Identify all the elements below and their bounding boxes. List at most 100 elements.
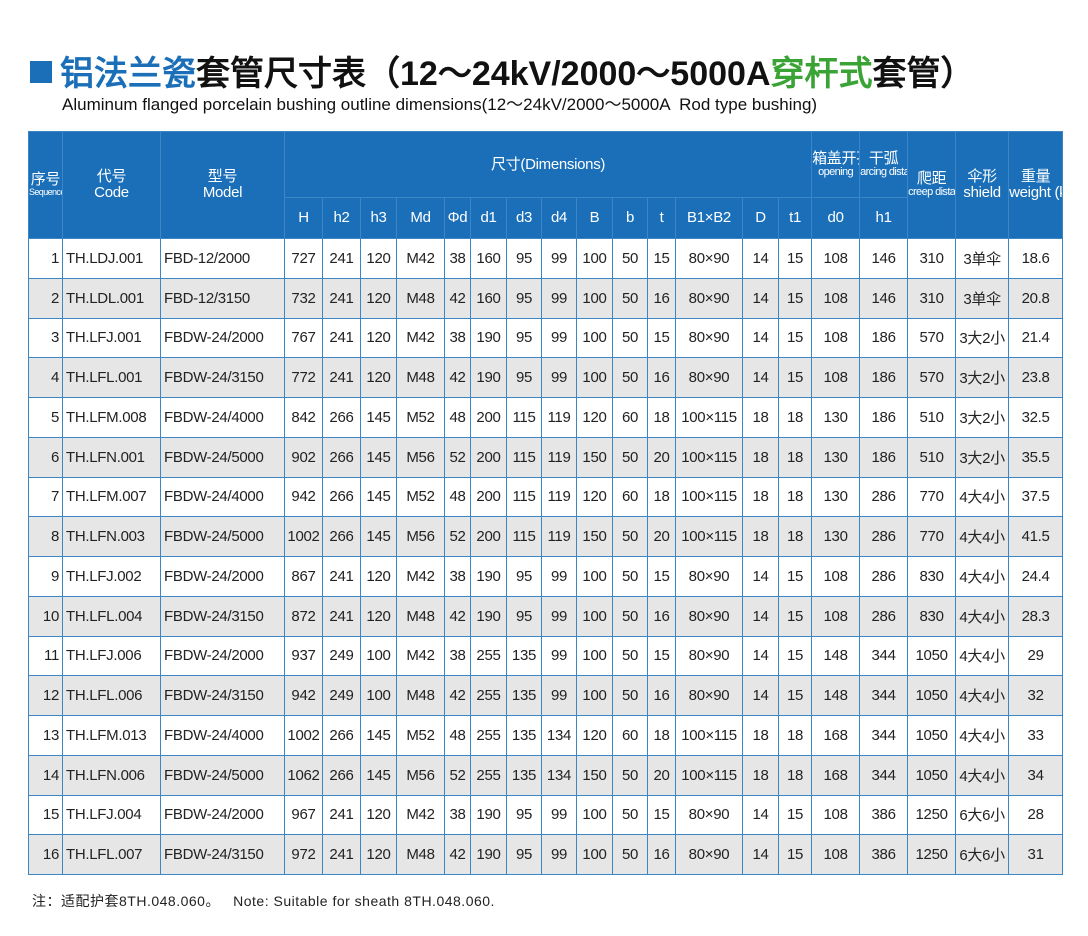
table-cell: 10 [28, 595, 63, 637]
table-cell: M52 [396, 715, 445, 756]
table-cell: 18 [647, 476, 676, 518]
table-cell: 767 [284, 317, 323, 359]
table-cell: 80×90 [675, 595, 743, 637]
table-cell: 15 [777, 834, 813, 875]
table-cell: 29 [1008, 635, 1064, 677]
table-cell: 570 [907, 357, 957, 398]
table-cell: 5 [28, 397, 63, 438]
table-cell: 50 [612, 595, 648, 637]
table-cell: 15 [647, 556, 676, 597]
table-cell: 100 [576, 635, 613, 677]
table-cell: FBDW-24/4000 [160, 715, 285, 756]
table-cell: 100×115 [675, 715, 743, 756]
table-cell: FBDW-24/5000 [160, 436, 285, 478]
table-cell: 190 [470, 357, 507, 398]
table-cell: 1062 [284, 754, 323, 796]
table-cell: FBDW-24/5000 [160, 516, 285, 557]
table-cell: 3单伞 [955, 277, 1010, 319]
table-cell: FBDW-24/2000 [160, 794, 285, 836]
table-cell: 7 [28, 476, 63, 518]
table-cell: 18.6 [1008, 238, 1064, 279]
table-cell: 18 [742, 436, 779, 478]
table-row: 13 TH.LFM.013 FBDW-24/4000 1002 266 145 M52 48 2… [28, 715, 1064, 756]
table-cell: 12 [28, 675, 63, 716]
table-cell: 115 [506, 476, 542, 518]
table-cell: 168 [811, 754, 861, 796]
note-zh: 注：适配护套8TH.048.060。 [32, 893, 220, 909]
table-cell: 1250 [907, 834, 957, 875]
table-cell: 4 [28, 357, 63, 398]
table-cell: 120 [576, 715, 613, 756]
table-cell: TH.LFJ.004 [62, 794, 161, 836]
table-cell: 80×90 [675, 635, 743, 677]
table-cell: 50 [612, 834, 648, 875]
table-cell: 99 [541, 635, 577, 677]
table-cell: 286 [859, 595, 909, 637]
table-cell: 48 [444, 397, 471, 438]
table-cell: 52 [444, 754, 471, 796]
table-cell: 28.3 [1008, 595, 1064, 637]
table-cell: 3大2小 [955, 317, 1010, 359]
table-cell: 1002 [284, 516, 323, 557]
table-cell: 120 [360, 357, 397, 398]
table-cell: 135 [506, 635, 542, 677]
header-cell: d3 [506, 197, 542, 239]
table-cell: 286 [859, 516, 909, 557]
table-row: 15 TH.LFJ.004 FBDW-24/2000 967 241 120 M42 38 19… [28, 794, 1064, 836]
table-cell: 95 [506, 317, 542, 359]
table-cell: 8 [28, 516, 63, 557]
table-cell: 120 [360, 317, 397, 359]
header-zh: 伞形 [967, 168, 997, 186]
header-cell: Φd [444, 197, 471, 239]
table-cell: 108 [811, 556, 861, 597]
table-cell: 80×90 [675, 794, 743, 836]
table-cell: TH.LFM.013 [62, 715, 161, 756]
table-cell: 160 [470, 238, 507, 279]
table-cell: 42 [444, 834, 471, 875]
header-cell: t1 [777, 197, 813, 239]
table-cell: 100×115 [675, 436, 743, 478]
table-cell: 33 [1008, 715, 1064, 756]
table-cell: 241 [322, 357, 361, 398]
table-cell: 95 [506, 357, 542, 398]
table-row: 12 TH.LFL.006 FBDW-24/3150 942 249 100 M48 42 25… [28, 675, 1064, 716]
table-cell: M56 [396, 436, 445, 478]
table-cell: 18 [777, 516, 813, 557]
table-row: 10 TH.LFL.004 FBDW-24/3150 872 241 120 M48 42 19… [28, 595, 1064, 637]
table-cell: 38 [444, 794, 471, 836]
table-cell: 119 [541, 516, 577, 557]
title-marker [30, 61, 52, 83]
table-cell: 18 [647, 715, 676, 756]
table-cell: 20 [647, 436, 676, 478]
table-cell: M42 [396, 794, 445, 836]
table-cell: 48 [444, 715, 471, 756]
table-cell: 16 [647, 357, 676, 398]
table-cell: 32 [1008, 675, 1064, 716]
table-row: 11 TH.LFJ.006 FBDW-24/2000 937 249 100 M42 38 25… [28, 635, 1064, 677]
table-cell: 134 [541, 754, 577, 796]
table-cell: 120 [360, 556, 397, 597]
table-cell: 241 [322, 595, 361, 637]
table-cell: 120 [360, 834, 397, 875]
table-cell: 145 [360, 516, 397, 557]
table-cell: 135 [506, 675, 542, 716]
table-cell: 14 [742, 277, 779, 319]
table-cell: 150 [576, 754, 613, 796]
table-cell: 3大2小 [955, 397, 1010, 438]
table-cell: M42 [396, 556, 445, 597]
table-cell: 14 [742, 317, 779, 359]
table-cell: 1050 [907, 675, 957, 716]
table-cell: 937 [284, 635, 323, 677]
table-cell: M52 [396, 397, 445, 438]
table-cell: 15 [647, 794, 676, 836]
header-zh: 代号 [96, 168, 127, 186]
table-cell: 14 [742, 635, 779, 677]
title-part: 套管） [872, 55, 975, 93]
table-row: 8 TH.LFN.003 FBDW-24/5000 1002 266 145 M56 52 20… [28, 516, 1064, 557]
table-cell: 21.4 [1008, 317, 1064, 359]
table-cell: 15 [28, 794, 63, 836]
table-cell: 50 [612, 556, 648, 597]
table-cell: 727 [284, 238, 323, 279]
